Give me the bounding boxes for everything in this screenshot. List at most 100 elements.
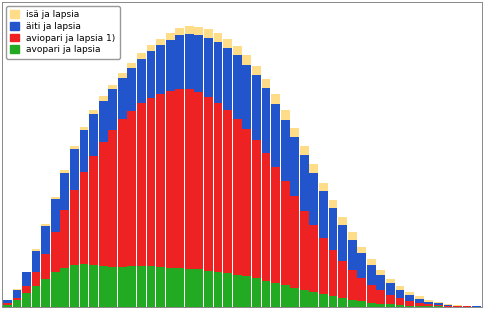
Bar	[99, 266, 107, 307]
Bar	[175, 89, 184, 268]
Bar	[233, 55, 242, 119]
Bar	[309, 292, 318, 307]
Bar	[415, 303, 424, 306]
Bar	[108, 130, 117, 267]
Bar	[204, 271, 213, 307]
Bar	[118, 73, 127, 78]
Bar	[386, 279, 395, 283]
Bar	[386, 294, 395, 304]
Bar	[166, 268, 175, 307]
Bar	[51, 197, 60, 199]
Bar	[405, 295, 414, 301]
Bar	[195, 27, 203, 35]
Bar	[290, 196, 299, 288]
Bar	[41, 225, 50, 226]
Bar	[147, 266, 155, 307]
Bar	[281, 285, 289, 307]
Bar	[195, 92, 203, 269]
Bar	[108, 267, 117, 307]
Bar	[271, 283, 280, 307]
Bar	[79, 264, 89, 307]
Bar	[309, 225, 318, 292]
Bar	[261, 78, 271, 88]
Bar	[348, 300, 357, 307]
Bar	[319, 183, 328, 191]
Bar	[424, 304, 433, 306]
Bar	[213, 33, 223, 42]
Bar	[70, 146, 79, 149]
Bar	[70, 149, 79, 190]
Bar	[185, 34, 194, 89]
Bar	[338, 298, 347, 307]
Bar	[13, 300, 21, 307]
Bar	[434, 305, 443, 307]
Bar	[271, 104, 280, 167]
Bar	[338, 225, 347, 261]
Bar	[204, 29, 213, 38]
Bar	[233, 275, 242, 307]
Bar	[70, 190, 79, 265]
Bar	[60, 170, 69, 173]
Bar	[127, 111, 136, 266]
Bar	[223, 48, 232, 110]
Bar	[3, 300, 12, 303]
Bar	[357, 247, 366, 253]
Bar	[434, 303, 443, 305]
Bar	[89, 156, 98, 265]
Bar	[281, 120, 289, 181]
Bar	[290, 138, 299, 196]
Bar	[309, 173, 318, 225]
Bar	[175, 268, 184, 307]
Bar	[22, 286, 31, 294]
Bar	[41, 226, 50, 254]
Bar	[386, 304, 395, 307]
Bar	[242, 129, 251, 277]
Bar	[424, 302, 433, 304]
Bar	[367, 259, 376, 265]
Bar	[22, 272, 31, 286]
Bar	[137, 53, 146, 59]
Bar	[51, 232, 60, 272]
Bar	[118, 119, 127, 267]
Bar	[79, 127, 89, 130]
Bar	[70, 265, 79, 307]
Bar	[147, 45, 155, 51]
Bar	[252, 66, 261, 75]
Bar	[443, 305, 453, 306]
Bar	[147, 98, 155, 266]
Bar	[31, 286, 41, 307]
Bar	[242, 277, 251, 307]
Bar	[118, 267, 127, 307]
Bar	[185, 26, 194, 34]
Bar	[300, 211, 309, 290]
Bar	[453, 305, 462, 306]
Bar	[348, 239, 357, 270]
Bar	[166, 91, 175, 268]
Bar	[175, 28, 184, 36]
Bar	[252, 75, 261, 140]
Bar	[395, 290, 405, 298]
Bar	[271, 94, 280, 104]
Bar	[156, 45, 165, 94]
Bar	[252, 278, 261, 307]
Bar	[233, 46, 242, 55]
Bar	[395, 298, 405, 305]
Bar	[271, 167, 280, 283]
Bar	[195, 35, 203, 92]
Bar	[79, 171, 89, 264]
Bar	[252, 140, 261, 278]
Bar	[233, 119, 242, 275]
Bar	[290, 288, 299, 307]
Bar	[367, 303, 376, 307]
Bar	[367, 265, 376, 285]
Bar	[348, 232, 357, 239]
Bar	[405, 306, 414, 307]
Bar	[405, 292, 414, 295]
Legend: isä ja lapsia, äiti ja lapsia, aviopari ja lapsia 1), avopari ja lapsia: isä ja lapsia, äiti ja lapsia, aviopari …	[6, 6, 120, 59]
Bar	[213, 272, 223, 307]
Bar	[3, 305, 12, 307]
Bar	[147, 51, 155, 98]
Bar	[261, 153, 271, 281]
Bar	[377, 275, 385, 290]
Bar	[338, 217, 347, 225]
